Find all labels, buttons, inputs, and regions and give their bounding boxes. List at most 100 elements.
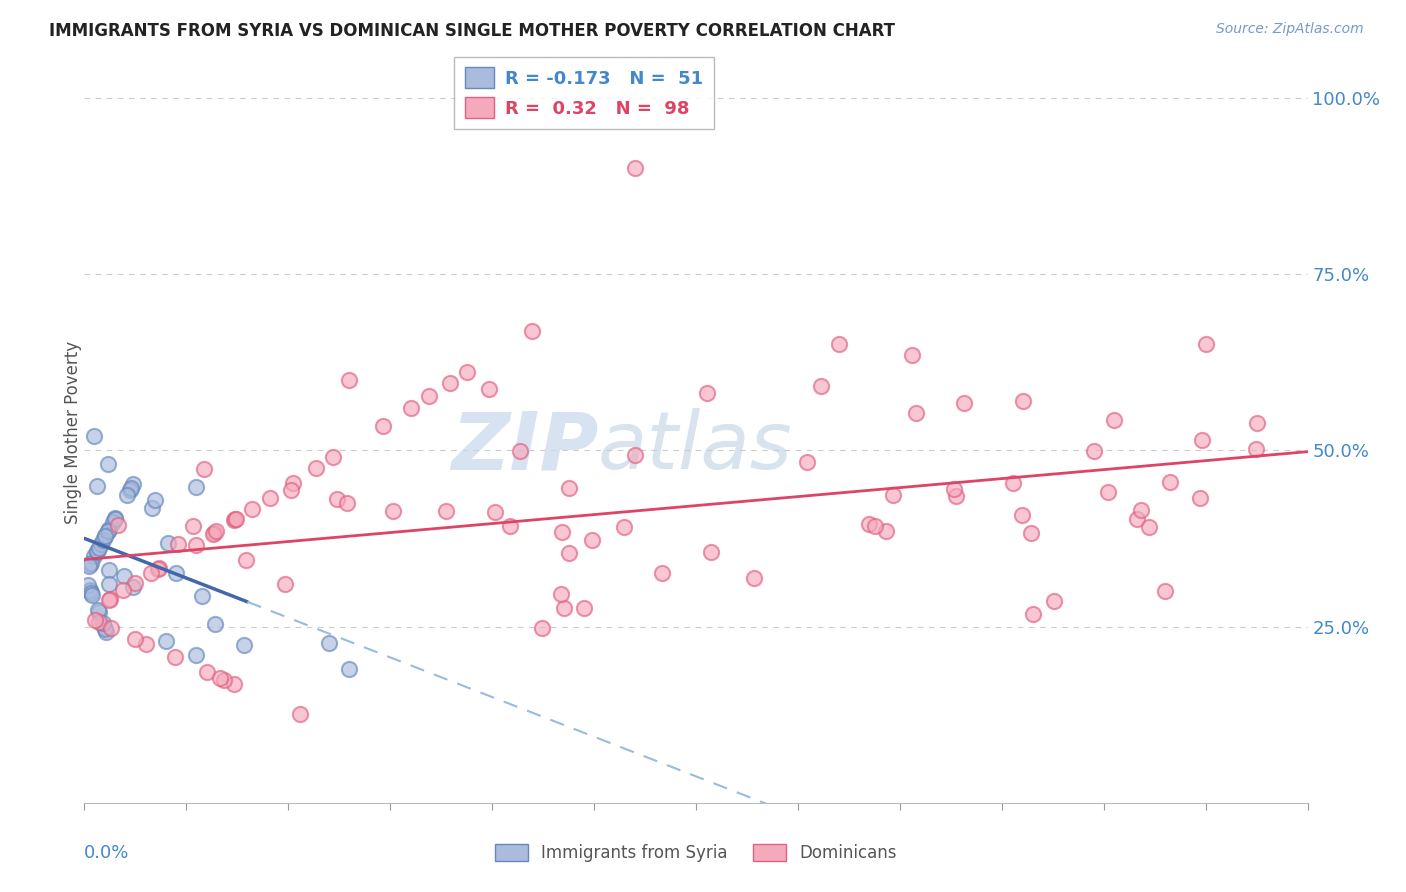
Point: [235, 553, 257, 567]
Point: [1021, 607, 1043, 622]
Point: [858, 516, 880, 531]
Point: [1189, 491, 1212, 505]
Point: [167, 537, 190, 551]
Point: [456, 365, 478, 379]
Point: [181, 518, 204, 533]
Point: [89, 615, 111, 630]
Point: [79, 583, 101, 598]
Point: [336, 496, 359, 510]
Point: [79, 583, 101, 598]
Point: [232, 638, 254, 652]
Point: [478, 382, 501, 396]
Point: [91, 533, 114, 547]
Point: [112, 569, 135, 583]
Point: [696, 386, 718, 401]
Point: [80, 586, 103, 600]
Point: [953, 396, 976, 410]
Point: [288, 707, 311, 722]
Point: [141, 501, 163, 516]
Point: [339, 373, 361, 387]
Point: [184, 538, 207, 552]
Point: [651, 566, 673, 581]
Point: [191, 589, 214, 603]
Point: [623, 448, 645, 462]
Point: [115, 488, 138, 502]
Point: [124, 632, 146, 646]
Point: [86, 478, 108, 492]
Point: [97, 524, 120, 538]
Point: [273, 577, 295, 591]
Point: [744, 571, 766, 585]
Point: [498, 519, 520, 533]
Point: [418, 389, 440, 403]
Point: [222, 677, 245, 691]
Point: [143, 493, 166, 508]
Point: [118, 483, 141, 498]
Point: [79, 557, 101, 571]
Point: [80, 556, 103, 570]
Point: [558, 481, 581, 495]
Point: [93, 620, 115, 634]
Point: [124, 576, 146, 591]
Point: [186, 648, 208, 662]
Point: [281, 475, 304, 490]
Point: [796, 455, 818, 469]
Point: [94, 624, 117, 639]
Point: [107, 518, 129, 533]
Point: [553, 601, 575, 615]
Point: [875, 524, 897, 538]
Text: ZIP: ZIP: [451, 409, 598, 486]
Point: [225, 512, 247, 526]
Point: [943, 482, 966, 496]
Point: [121, 580, 143, 594]
Point: [700, 544, 723, 558]
Point: [91, 615, 114, 630]
Point: [97, 524, 120, 539]
Point: [157, 535, 180, 549]
Point: [212, 673, 235, 687]
Point: [1126, 512, 1149, 526]
Point: [1011, 508, 1033, 522]
Point: [100, 621, 122, 635]
Legend: Immigrants from Syria, Dominicans: Immigrants from Syria, Dominicans: [488, 837, 904, 869]
Point: [325, 491, 347, 506]
Point: [84, 613, 107, 627]
Point: [87, 541, 110, 555]
Point: [551, 524, 574, 539]
Point: [103, 511, 125, 525]
Point: [148, 561, 170, 575]
Point: [259, 491, 281, 505]
Point: [204, 616, 226, 631]
Point: [1159, 475, 1181, 490]
Point: [197, 665, 219, 679]
Point: [97, 563, 120, 577]
Point: [97, 592, 120, 607]
Point: [120, 481, 142, 495]
Point: [322, 450, 344, 464]
Point: [94, 622, 117, 636]
Point: [208, 671, 231, 685]
Point: [83, 429, 105, 443]
Point: [945, 490, 967, 504]
Point: [104, 511, 127, 525]
Point: [90, 537, 112, 551]
Point: [1097, 485, 1119, 500]
Point: [581, 533, 603, 547]
Point: [399, 401, 422, 415]
Point: [439, 376, 461, 390]
Point: [901, 348, 924, 362]
Point: [205, 524, 228, 539]
Point: [1002, 476, 1025, 491]
Point: [112, 583, 135, 598]
Point: [558, 546, 581, 560]
Point: [1153, 583, 1175, 598]
Point: [193, 462, 215, 476]
Point: [882, 488, 904, 502]
Text: IMMIGRANTS FROM SYRIA VS DOMINICAN SINGLE MOTHER POVERTY CORRELATION CHART: IMMIGRANTS FROM SYRIA VS DOMINICAN SINGL…: [49, 22, 896, 40]
Point: [1083, 444, 1105, 458]
Point: [98, 522, 121, 536]
Point: [304, 461, 326, 475]
Point: [97, 458, 120, 472]
Point: [1104, 413, 1126, 427]
Point: [139, 566, 162, 581]
